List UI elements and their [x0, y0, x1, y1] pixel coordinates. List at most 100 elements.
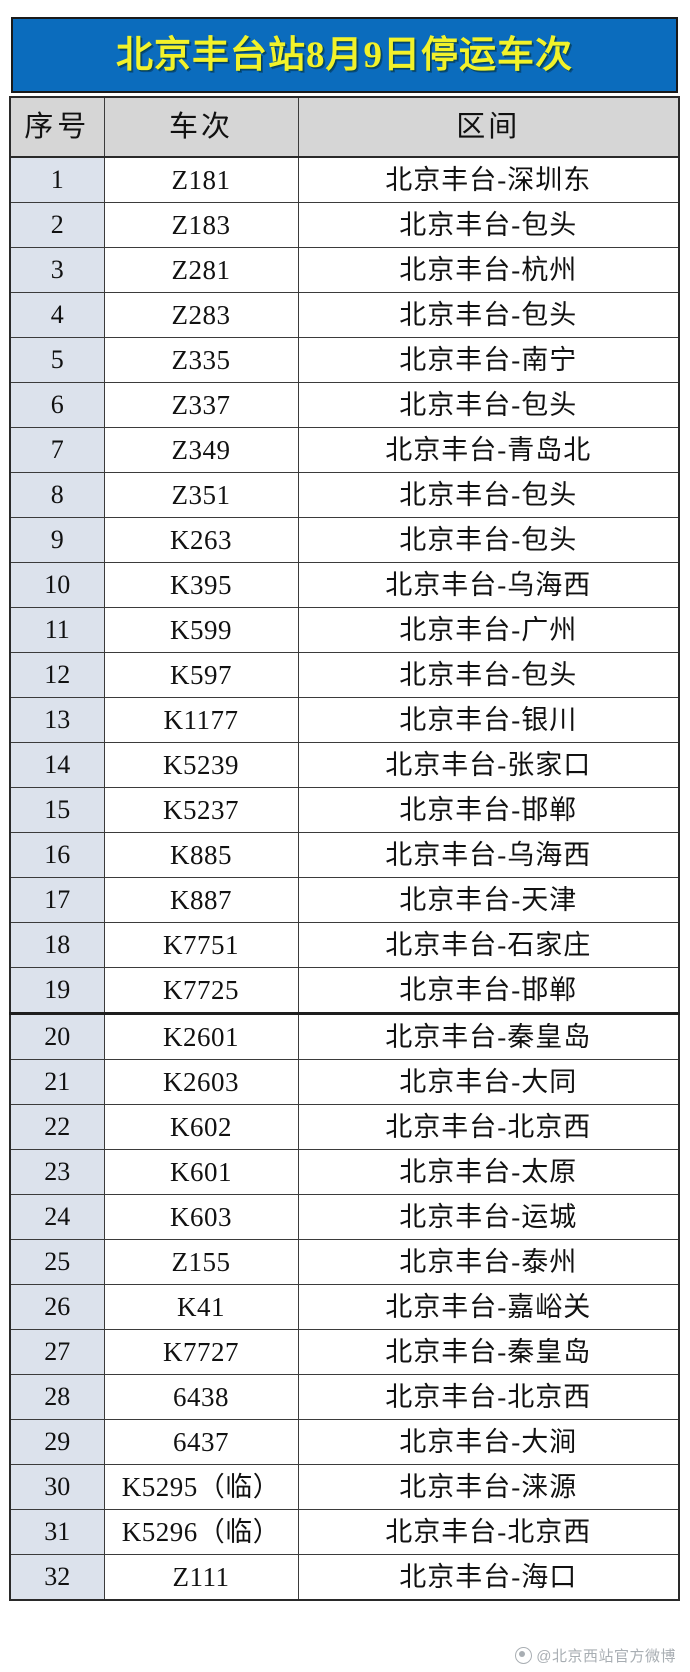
- table-row: 14 K5239 北京丰台-张家口: [9, 742, 680, 788]
- table-row: 31 K5296（临） 北京丰台-北京西: [9, 1509, 680, 1555]
- cell-route: 北京丰台-海口: [297, 1554, 680, 1601]
- table-row: 13 K1177 北京丰台-银川: [9, 697, 680, 743]
- cell-train-number: K7725: [103, 967, 299, 1015]
- cell-sequence-number: 31: [9, 1509, 105, 1555]
- cell-route: 北京丰台-深圳东: [297, 156, 680, 203]
- table-row: 16 K885 北京丰台-乌海西: [9, 832, 680, 878]
- cell-sequence-number: 5: [9, 337, 105, 383]
- cell-sequence-number: 13: [9, 697, 105, 743]
- cell-train-number: K885: [103, 832, 299, 878]
- cell-route: 北京丰台-包头: [297, 292, 680, 338]
- cell-sequence-number: 3: [9, 247, 105, 293]
- table-row: 11 K599 北京丰台-广州: [9, 607, 680, 653]
- watermark-text: @北京西站官方微博: [536, 1648, 676, 1665]
- cell-sequence-number: 32: [9, 1554, 105, 1601]
- table-row: 29 6437 北京丰台-大涧: [9, 1419, 680, 1465]
- weibo-badge-icon: [515, 1647, 533, 1664]
- table-row: 25 Z155 北京丰台-泰州: [9, 1239, 680, 1285]
- cell-sequence-number: 19: [9, 967, 105, 1015]
- table-row: 19 K7725 北京丰台-邯郸: [9, 967, 680, 1015]
- cell-sequence-number: 9: [9, 517, 105, 563]
- cell-sequence-number: 6: [9, 382, 105, 428]
- cell-sequence-number: 30: [9, 1464, 105, 1510]
- cell-train-number: K5237: [103, 787, 299, 833]
- table-row: 24 K603 北京丰台-运城: [9, 1194, 680, 1240]
- cell-train-number: Z111: [103, 1554, 299, 1601]
- table-row: 28 6438 北京丰台-北京西: [9, 1374, 680, 1420]
- cell-sequence-number: 14: [9, 742, 105, 788]
- table-row: 32 Z111 北京丰台-海口: [9, 1554, 680, 1601]
- cell-route: 北京丰台-嘉峪关: [297, 1284, 680, 1330]
- cell-route: 北京丰台-北京西: [297, 1104, 680, 1150]
- cell-route: 北京丰台-包头: [297, 202, 680, 248]
- cell-route: 北京丰台-石家庄: [297, 922, 680, 968]
- cell-train-number: Z155: [103, 1239, 299, 1285]
- cell-sequence-number: 20: [9, 1012, 105, 1060]
- cell-route: 北京丰台-大同: [297, 1059, 680, 1105]
- cell-sequence-number: 26: [9, 1284, 105, 1330]
- table-row: 20 K2601 北京丰台-秦皇岛: [9, 1012, 680, 1060]
- cell-route: 北京丰台-乌海西: [297, 562, 680, 608]
- cell-route: 北京丰台-张家口: [297, 742, 680, 788]
- table-row: 4 Z283 北京丰台-包头: [9, 292, 680, 338]
- table-row: 9 K263 北京丰台-包头: [9, 517, 680, 563]
- cell-sequence-number: 2: [9, 202, 105, 248]
- cancelled-trains-table: 序号 车次 区间 1 Z181 北京丰台-深圳东 2 Z183 北京丰台-包头 3 Z281 北…: [9, 96, 680, 1601]
- cell-train-number: Z349: [103, 427, 299, 473]
- cell-train-number: K2603: [103, 1059, 299, 1105]
- table-row: 8 Z351 北京丰台-包头: [9, 472, 680, 518]
- table-row: 17 K887 北京丰台-天津: [9, 877, 680, 923]
- cell-train-number: K263: [103, 517, 299, 563]
- cell-route: 北京丰台-太原: [297, 1149, 680, 1195]
- cell-train-number: K2601: [103, 1012, 299, 1060]
- cell-sequence-number: 28: [9, 1374, 105, 1420]
- cell-sequence-number: 27: [9, 1329, 105, 1375]
- title-banner: 北京丰台站8月9日停运车次: [11, 17, 678, 93]
- cell-train-number: Z281: [103, 247, 299, 293]
- cell-sequence-number: 7: [9, 427, 105, 473]
- cell-route: 北京丰台-邯郸: [297, 967, 680, 1015]
- table-row: 1 Z181 北京丰台-深圳东: [9, 156, 680, 203]
- cell-route: 北京丰台-银川: [297, 697, 680, 743]
- cell-route: 北京丰台-大涧: [297, 1419, 680, 1465]
- cell-train-number: K5296（临）: [103, 1509, 299, 1555]
- table-row: 3 Z281 北京丰台-杭州: [9, 247, 680, 293]
- cell-route: 北京丰台-杭州: [297, 247, 680, 293]
- table-row: 15 K5237 北京丰台-邯郸: [9, 787, 680, 833]
- cell-route: 北京丰台-包头: [297, 517, 680, 563]
- table-row: 21 K2603 北京丰台-大同: [9, 1059, 680, 1105]
- table-row: 6 Z337 北京丰台-包头: [9, 382, 680, 428]
- cell-train-number: Z283: [103, 292, 299, 338]
- cell-route: 北京丰台-邯郸: [297, 787, 680, 833]
- cell-train-number: 6438: [103, 1374, 299, 1420]
- column-header-route: 区间: [297, 96, 680, 158]
- cell-route: 北京丰台-乌海西: [297, 832, 680, 878]
- cell-route: 北京丰台-天津: [297, 877, 680, 923]
- cell-train-number: Z183: [103, 202, 299, 248]
- cell-train-number: K5295（临）: [103, 1464, 299, 1510]
- cell-route: 北京丰台-北京西: [297, 1374, 680, 1420]
- cell-train-number: K41: [103, 1284, 299, 1330]
- cell-train-number: Z181: [103, 156, 299, 203]
- table-row: 18 K7751 北京丰台-石家庄: [9, 922, 680, 968]
- cell-route: 北京丰台-涞源: [297, 1464, 680, 1510]
- cell-train-number: K601: [103, 1149, 299, 1195]
- watermark: @北京西站官方微博: [515, 1645, 676, 1666]
- cell-train-number: K1177: [103, 697, 299, 743]
- cell-route: 北京丰台-运城: [297, 1194, 680, 1240]
- table-row: 2 Z183 北京丰台-包头: [9, 202, 680, 248]
- cell-sequence-number: 21: [9, 1059, 105, 1105]
- cell-sequence-number: 25: [9, 1239, 105, 1285]
- table-row: 30 K5295（临） 北京丰台-涞源: [9, 1464, 680, 1510]
- cell-route: 北京丰台-秦皇岛: [297, 1012, 680, 1060]
- cell-sequence-number: 12: [9, 652, 105, 698]
- cell-sequence-number: 4: [9, 292, 105, 338]
- cell-route: 北京丰台-包头: [297, 652, 680, 698]
- table-row: 26 K41 北京丰台-嘉峪关: [9, 1284, 680, 1330]
- cell-train-number: 6437: [103, 1419, 299, 1465]
- cell-sequence-number: 11: [9, 607, 105, 653]
- cell-sequence-number: 1: [9, 156, 105, 203]
- cell-route: 北京丰台-泰州: [297, 1239, 680, 1285]
- cell-train-number: K7727: [103, 1329, 299, 1375]
- cell-train-number: K7751: [103, 922, 299, 968]
